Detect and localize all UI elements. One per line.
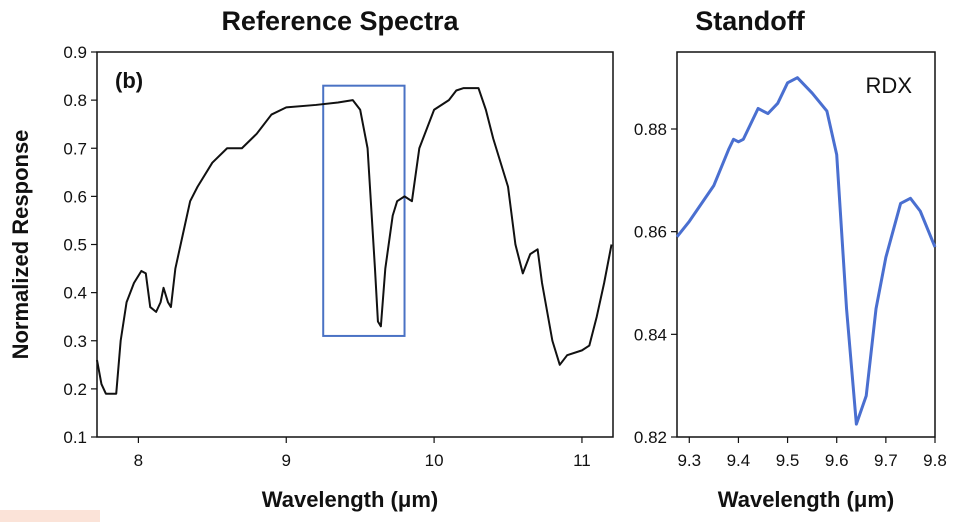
y-tick-label: 0.8 [63, 91, 87, 110]
panel-title: Reference Spectra [221, 6, 459, 36]
data-line [96, 87, 613, 395]
annotation: RDX [866, 73, 913, 98]
y-tick-label: 0.82 [634, 428, 667, 447]
x-tick-label: 9.6 [825, 451, 849, 470]
y-tick-label: 0.3 [63, 332, 87, 351]
x-tick-label: 11 [573, 451, 591, 470]
y-tick-label: 0.5 [63, 236, 87, 255]
y-tick-label: 0.88 [634, 120, 667, 139]
data-line [675, 76, 937, 426]
y-axis-label: Normalized Response [8, 130, 33, 360]
x-axis-label: Wavelength (μm) [718, 487, 894, 512]
x-tick-label: 10 [425, 451, 444, 470]
y-tick-label: 0.4 [63, 284, 87, 303]
panel-title: Standoff [695, 6, 805, 36]
x-tick-label: 9.8 [923, 451, 947, 470]
y-tick-label: 0.1 [63, 428, 87, 447]
y-tick-label: 0.86 [634, 223, 667, 242]
y-tick-label: 0.6 [63, 187, 87, 206]
x-axis-label: Wavelength (μm) [262, 487, 438, 512]
x-tick-label: 9 [282, 451, 291, 470]
x-tick-label: 9.4 [727, 451, 751, 470]
y-tick-label: 0.84 [634, 325, 667, 344]
y-tick-label: 0.9 [63, 43, 87, 62]
x-tick-label: 9.5 [776, 451, 800, 470]
highlight-box [322, 84, 406, 337]
plot-frame [96, 51, 614, 438]
y-tick-label: 0.2 [63, 380, 87, 399]
plot-frame [676, 51, 936, 438]
y-tick-label: 0.7 [63, 139, 87, 158]
annotation: (b) [115, 68, 143, 93]
x-tick-label: 8 [134, 451, 143, 470]
corner-strip [0, 510, 100, 522]
x-tick-label: 9.7 [874, 451, 898, 470]
x-tick-label: 9.3 [677, 451, 701, 470]
